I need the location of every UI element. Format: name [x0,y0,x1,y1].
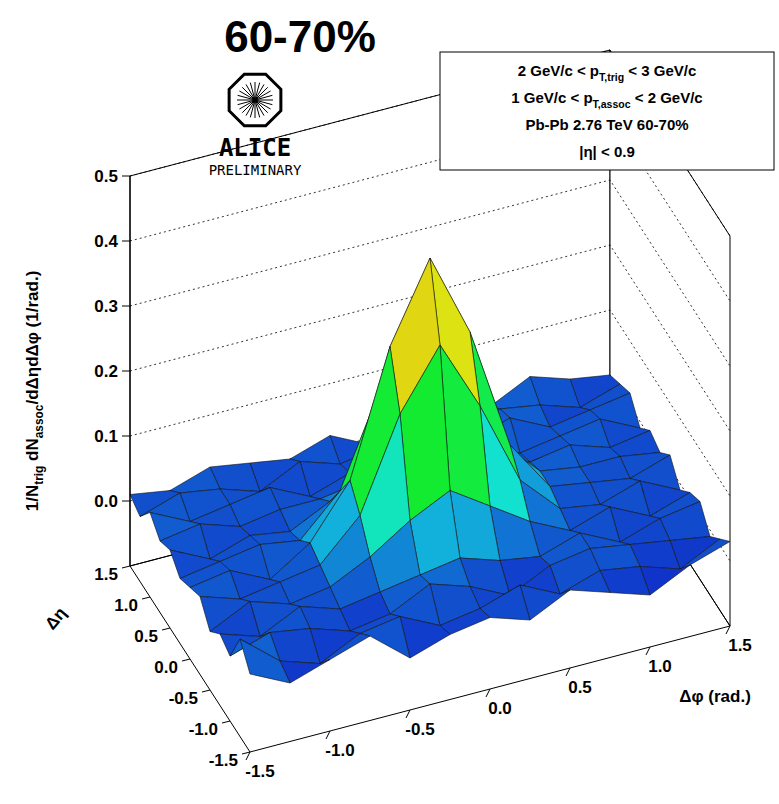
svg-text:-1.5: -1.5 [209,751,238,770]
svg-text:-0.5: -0.5 [405,720,434,739]
svg-text:-1.0: -1.0 [189,720,218,739]
svg-text:2 GeV/c < pT,trig < 3 GeV/c: 2 GeV/c < pT,trig < 3 GeV/c [518,62,697,83]
svg-text:Δη: Δη [41,604,70,634]
svg-text:Δφ (rad.): Δφ (rad.) [679,687,751,706]
svg-text:0.5: 0.5 [94,167,118,186]
svg-text:0.5: 0.5 [568,678,592,697]
svg-text:1.5: 1.5 [94,565,118,584]
svg-text:0.3: 0.3 [94,297,118,316]
svg-text:-0.5: -0.5 [169,689,198,708]
svg-text:60-70%: 60-70% [224,12,376,61]
svg-text:|η| < 0.9: |η| < 0.9 [579,143,635,160]
svg-text:PRELIMINARY: PRELIMINARY [209,162,302,178]
svg-text:0.1: 0.1 [94,427,118,446]
svg-text:1/Ntrig dNassoc/dΔηdΔφ (1/rad.: 1/Ntrig dNassoc/dΔηdΔφ (1/rad.) [23,271,46,512]
svg-text:1.0: 1.0 [114,596,138,615]
svg-text:0.0: 0.0 [94,492,118,511]
svg-text:0.5: 0.5 [134,627,158,646]
svg-text:0.4: 0.4 [94,232,118,251]
svg-text:-1.5: -1.5 [245,762,274,781]
svg-text:0.2: 0.2 [94,362,118,381]
svg-text:1.5: 1.5 [728,636,752,655]
svg-text:ALICE: ALICE [219,134,291,162]
svg-text:Pb-Pb 2.76 TeV 60-70%: Pb-Pb 2.76 TeV 60-70% [525,116,688,133]
svg-text:0.0: 0.0 [154,658,178,677]
svg-text:0.0: 0.0 [488,699,512,718]
svg-text:1 GeV/c < pT,assoc < 2 GeV/c: 1 GeV/c < pT,assoc < 2 GeV/c [511,89,702,110]
svg-text:1.0: 1.0 [648,657,672,676]
svg-text:-1.0: -1.0 [325,741,354,760]
